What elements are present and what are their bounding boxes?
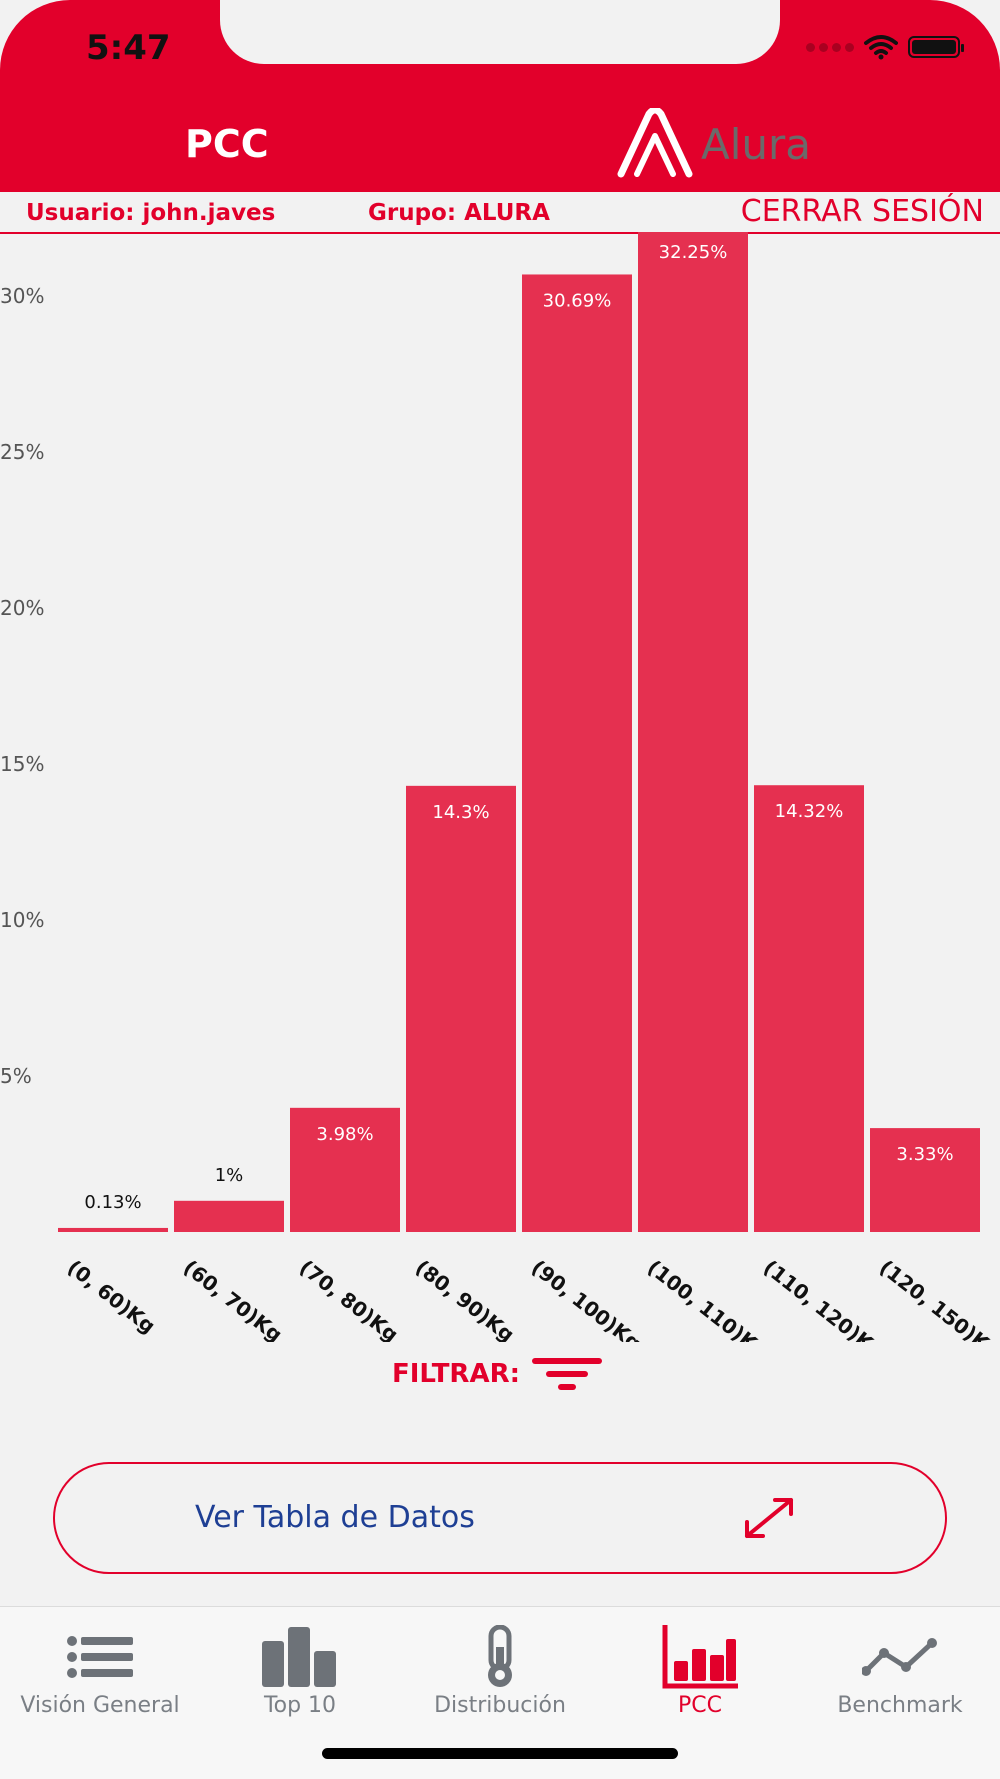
tab-label: Top 10	[263, 1693, 337, 1718]
x-tick-label: (60, 70)Kg	[179, 1255, 287, 1342]
device-notch	[220, 0, 780, 64]
tab-label: Benchmark	[837, 1693, 963, 1718]
y-tick-label: 30%	[0, 284, 44, 308]
data-label: 1%	[215, 1165, 244, 1186]
app-header: 5:47 PCC Alura	[0, 0, 1000, 192]
view-data-table-button[interactable]: Ver Tabla de Datos	[53, 1462, 947, 1574]
page-title: PCC	[185, 122, 269, 166]
y-tick-label: 10%	[0, 908, 44, 932]
tab-vision-general[interactable]: Visión General	[0, 1607, 200, 1727]
pcc-bar-chart: 5% 10% 15% 20% 25% 30% 0.13% (0, 60)Kg 1% (60, 70…	[0, 232, 1000, 1342]
x-tick-label: (70, 80)Kg	[295, 1255, 403, 1342]
data-label: 30.69%	[543, 290, 612, 311]
logo-text: Alura	[701, 119, 812, 169]
data-label: 3.33%	[896, 1144, 953, 1165]
status-icons	[806, 34, 964, 60]
expand-icon	[745, 1498, 793, 1538]
filter-label: FILTRAR:	[392, 1359, 520, 1389]
bar[interactable]	[754, 785, 864, 1232]
view-data-table-label: Ver Tabla de Datos	[195, 1500, 475, 1535]
filter-icon	[532, 1358, 602, 1390]
user-bar: Usuario: john.javes Grupo: ALURA CERRAR …	[0, 192, 1000, 234]
data-label: 0.13%	[84, 1192, 141, 1213]
tab-distribucion[interactable]: Distribución	[400, 1607, 600, 1727]
home-indicator	[322, 1748, 678, 1759]
x-tick-label: (0, 60)Kg	[63, 1255, 160, 1338]
x-tick-label: (80, 90)Kg	[411, 1255, 519, 1342]
y-tick-label: 25%	[0, 440, 44, 464]
wifi-icon	[864, 35, 898, 60]
tab-benchmark[interactable]: Benchmark	[800, 1607, 1000, 1727]
tab-top-10[interactable]: Top 10	[200, 1607, 400, 1727]
x-tick-label: (110, 120)Kg	[759, 1255, 889, 1342]
column-chart-icon	[662, 1625, 738, 1689]
data-label: 14.3%	[432, 802, 489, 823]
y-tick-label: 20%	[0, 596, 44, 620]
bar[interactable]	[290, 1107, 400, 1232]
data-label: 32.25%	[659, 242, 728, 263]
filter-control[interactable]: FILTRAR:	[392, 1356, 604, 1392]
tab-pcc[interactable]: PCC	[600, 1607, 800, 1727]
user-group: Grupo: ALURA	[368, 200, 550, 226]
y-tick-label: 15%	[0, 752, 44, 776]
battery-icon	[908, 36, 964, 58]
bar[interactable]	[638, 232, 748, 1233]
user-name: Usuario: john.javes	[26, 200, 276, 226]
bar[interactable]	[522, 274, 632, 1232]
y-tick-label: 5%	[0, 1064, 32, 1088]
alura-logo-icon	[617, 108, 693, 178]
status-time: 5:47	[86, 28, 171, 68]
tab-label: Visión General	[20, 1693, 180, 1718]
bar[interactable]	[58, 1227, 168, 1232]
brand-logo: Alura	[615, 108, 811, 180]
tab-label: Distribución	[434, 1693, 566, 1718]
data-label: 14.32%	[775, 801, 844, 822]
bar[interactable]	[870, 1128, 980, 1232]
signal-icon	[806, 42, 854, 52]
x-tick-label: (100, 110)Kg	[643, 1255, 773, 1342]
x-tick-label: (90, 100)Kg	[527, 1255, 646, 1342]
list-icon	[67, 1636, 133, 1678]
tab-label: PCC	[678, 1693, 722, 1718]
line-chart-icon	[862, 1638, 937, 1676]
bar[interactable]	[406, 785, 516, 1232]
bar-chart-icon	[262, 1627, 336, 1687]
bar[interactable]	[174, 1200, 284, 1232]
thermometer-icon	[488, 1625, 512, 1687]
logout-button[interactable]: CERRAR SESIÓN	[740, 194, 984, 229]
data-label: 3.98%	[316, 1124, 373, 1145]
x-tick-label: (120, 150)Kg	[875, 1255, 1000, 1342]
